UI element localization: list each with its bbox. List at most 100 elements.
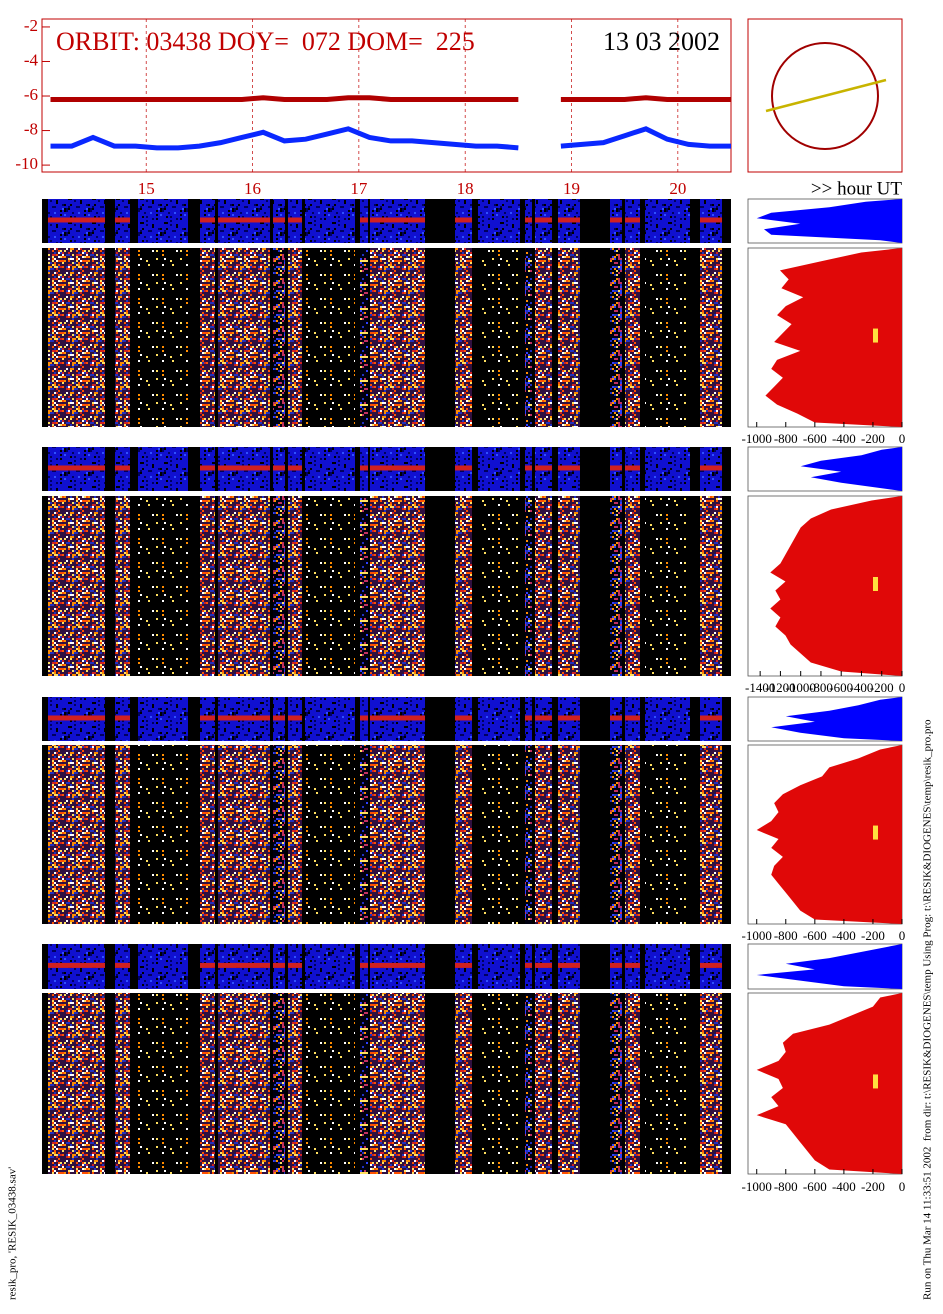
spectrogram-band [535, 993, 552, 1174]
histogram-area [765, 248, 902, 427]
spectrogram-band [370, 745, 425, 924]
spectrogram-band [478, 745, 520, 924]
histogram-area [756, 199, 902, 243]
spectrogram-stripe [625, 465, 640, 471]
spectrogram-stripe [625, 962, 640, 968]
histogram-area [756, 745, 902, 924]
series-line [560, 95, 731, 102]
series-line [50, 95, 519, 102]
x-tick-label: 15 [138, 179, 155, 198]
spectrogram-band [478, 199, 520, 243]
spectrogram-band [478, 447, 520, 491]
spectrogram-band [115, 248, 130, 427]
x-tick-label: -600 [803, 928, 827, 943]
x-tick-label: -800 [774, 1179, 798, 1194]
orbit-track [765, 78, 887, 113]
spectrogram-stripe [610, 465, 622, 471]
spectrogram-stripe [455, 715, 472, 721]
spectrogram-stripe [370, 715, 425, 721]
x-tick-label: -1000 [742, 1179, 772, 1194]
spectrogram-band [455, 993, 472, 1174]
spectrogram-stripe [370, 465, 425, 471]
spectrogram-band [305, 199, 355, 243]
spectrogram-stripe [200, 715, 215, 721]
spectrogram-band [138, 199, 188, 243]
spectrogram-stripe [288, 465, 302, 471]
spectrogram-band [535, 248, 552, 427]
spectrogram-stripe [700, 715, 722, 721]
spectrogram-band [558, 745, 580, 924]
spectrogram-stripe [610, 217, 622, 223]
x-tick-label: -600 [803, 431, 827, 446]
spectrogram-band [370, 496, 425, 676]
orbit-circle [771, 42, 879, 150]
x-tick-label: -1000 [786, 680, 816, 695]
spectrogram-stripe [360, 962, 368, 968]
spectrogram-band [273, 745, 285, 924]
x-tick-label: 0 [899, 928, 906, 943]
spectrogram-stripe [700, 217, 722, 223]
spectrogram-stripe [455, 962, 472, 968]
x-tick-label: -400 [832, 928, 856, 943]
spectrogram-band [48, 745, 105, 924]
spectrogram-band [370, 993, 425, 1174]
spectrogram-band [645, 944, 690, 989]
x-tick-label: -1000 [742, 431, 772, 446]
spectrogram-band [115, 496, 130, 676]
spectrogram-stripe [558, 962, 580, 968]
spectrogram-band [138, 697, 188, 741]
x-axis-label: >> hour UT [811, 178, 902, 199]
spectrogram-stripe [273, 715, 285, 721]
spectrogram-band [700, 745, 722, 924]
spectrogram-band [558, 248, 580, 427]
spectrogram-band [305, 944, 355, 989]
spectrogram-band [610, 745, 622, 924]
spectrogram-band [625, 248, 640, 427]
footer-right: Run on Thu Mar 14 11:33:51 2002 from dir… [922, 719, 934, 1300]
x-tick-label: -800 [774, 431, 798, 446]
date: 13 03 2002 [603, 27, 720, 56]
spectrogram-stripe [370, 217, 425, 223]
spectrogram-stripe [48, 962, 105, 968]
spectrogram-band [625, 745, 640, 924]
y-tick-label: -2 [24, 16, 38, 35]
spectrogram-band [525, 248, 532, 427]
spectrogram-stripe [273, 465, 285, 471]
spectrogram-stripe [273, 962, 285, 968]
spectrogram-stripe [288, 217, 302, 223]
spectrogram-band [525, 993, 532, 1174]
spectrogram-stripe [273, 217, 285, 223]
spectrogram-band [138, 745, 188, 924]
spectrogram-stripe [370, 962, 425, 968]
spectrogram-band [305, 745, 355, 924]
spectrogram-band [200, 993, 215, 1174]
spectrogram-band [610, 496, 622, 676]
spectrogram-stripe [525, 962, 532, 968]
spectrogram-stripe [48, 465, 105, 471]
spectrogram-stripe [115, 465, 130, 471]
spectrogram-stripe [700, 465, 722, 471]
spectrogram-stripe [288, 962, 302, 968]
spectrogram-band [273, 993, 285, 1174]
spectrogram-band [700, 248, 722, 427]
x-tick-label: 19 [563, 179, 580, 198]
x-tick-label: -200 [861, 431, 885, 446]
histogram-area [771, 697, 902, 741]
marker [873, 577, 878, 591]
spectrogram-stripe [525, 465, 532, 471]
spectrogram-stripe [360, 465, 368, 471]
spectrogram-stripe [625, 217, 640, 223]
spectrogram-band [525, 496, 532, 676]
spectrogram-band [138, 248, 188, 427]
spectrogram-stripe [455, 465, 472, 471]
y-tick-label: -6 [24, 85, 38, 104]
spectrogram-band [288, 993, 302, 1174]
spectrogram-band [138, 496, 188, 676]
spectrogram-stripe [610, 962, 622, 968]
spectrogram-band [558, 993, 580, 1174]
spectrogram-stripe [200, 465, 215, 471]
spectrogram-band [625, 496, 640, 676]
y-tick-label: -8 [24, 119, 38, 138]
spectrogram-stripe [115, 715, 130, 721]
spectrogram-band [360, 248, 368, 427]
